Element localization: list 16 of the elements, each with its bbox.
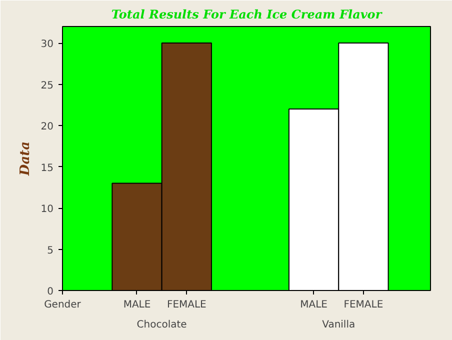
text: Vanilla	[322, 320, 356, 330]
x-tick-label: MALE	[300, 300, 328, 310]
y-tick-label: 30	[40, 39, 54, 50]
y-tick-label: 15	[40, 162, 54, 174]
x-tick-label: MALE	[123, 300, 151, 310]
y-tick-label: 25	[40, 80, 54, 92]
y-tick-label: 10	[40, 204, 54, 215]
chart-title: Total Results For Each Ice Cream Flavor	[111, 8, 384, 22]
x-tick-label: FEMALE	[166, 300, 206, 310]
y-tick-label: 20	[40, 122, 54, 132]
x-tick-label: FEMALE	[344, 300, 384, 310]
text: Gender	[44, 300, 82, 310]
y-tick-label: 0	[47, 286, 54, 298]
y-tick-label: 5	[47, 245, 54, 256]
text: Chocolate	[136, 320, 187, 330]
y-axis-title: Data	[18, 141, 33, 177]
